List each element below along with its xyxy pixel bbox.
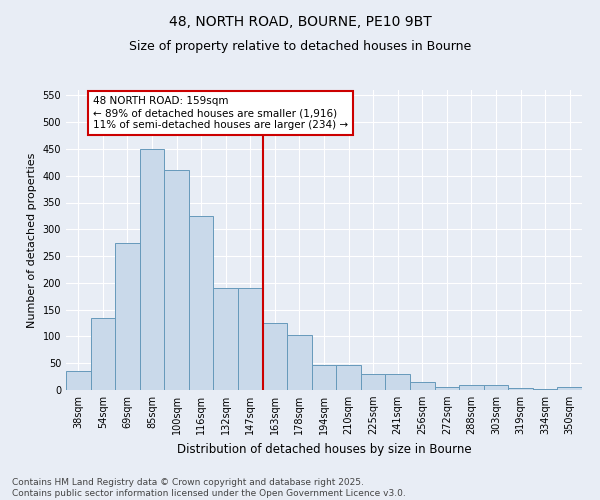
Text: 48, NORTH ROAD, BOURNE, PE10 9BT: 48, NORTH ROAD, BOURNE, PE10 9BT: [169, 15, 431, 29]
Text: Size of property relative to detached houses in Bourne: Size of property relative to detached ho…: [129, 40, 471, 53]
Bar: [336, 366, 361, 390]
Text: Contains HM Land Registry data © Crown copyright and database right 2025.
Contai: Contains HM Land Registry data © Crown c…: [12, 478, 406, 498]
Bar: [287, 335, 312, 390]
Bar: [115, 242, 140, 390]
Bar: [312, 366, 336, 390]
Bar: [140, 149, 164, 390]
Bar: [459, 385, 484, 390]
Y-axis label: Number of detached properties: Number of detached properties: [27, 152, 37, 328]
Text: 48 NORTH ROAD: 159sqm
← 89% of detached houses are smaller (1,916)
11% of semi-d: 48 NORTH ROAD: 159sqm ← 89% of detached …: [93, 96, 348, 130]
Bar: [385, 374, 410, 390]
Bar: [66, 371, 91, 390]
Bar: [91, 318, 115, 390]
Bar: [434, 388, 459, 390]
Bar: [263, 323, 287, 390]
Bar: [484, 385, 508, 390]
Bar: [410, 382, 434, 390]
X-axis label: Distribution of detached houses by size in Bourne: Distribution of detached houses by size …: [176, 442, 472, 456]
Bar: [361, 374, 385, 390]
Bar: [238, 288, 263, 390]
Bar: [164, 170, 189, 390]
Bar: [557, 388, 582, 390]
Bar: [189, 216, 214, 390]
Bar: [508, 388, 533, 390]
Bar: [533, 389, 557, 390]
Bar: [214, 288, 238, 390]
